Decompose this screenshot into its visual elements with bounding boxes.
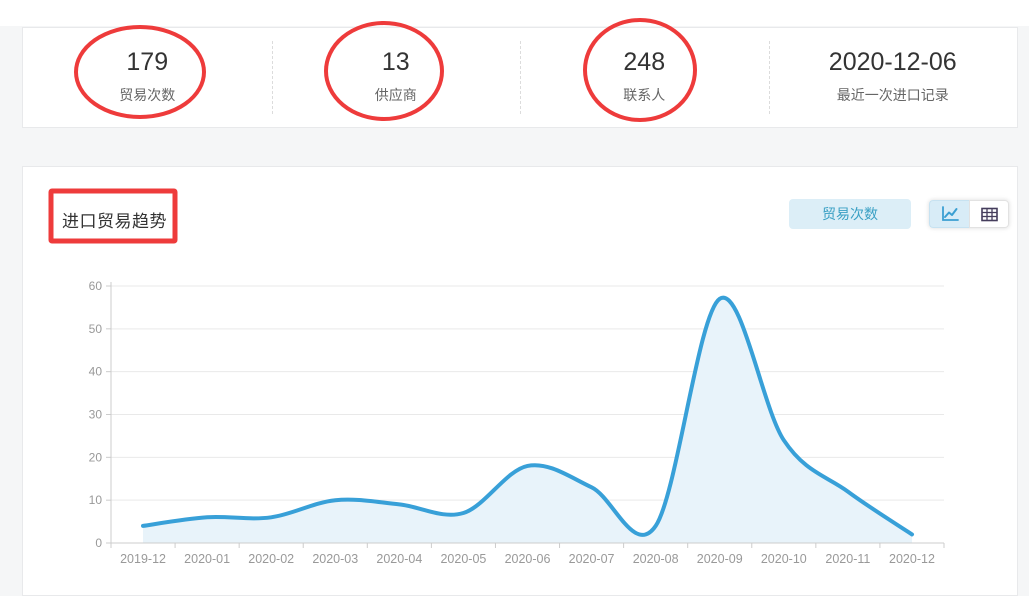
suppliers-label: 供应商 <box>374 87 417 103</box>
trade-count-series-button[interactable]: 贸易次数 <box>789 199 911 229</box>
svg-text:10: 10 <box>89 493 103 507</box>
summary-stats-card: 179 贸易次数 13 供应商 248 联系人 2020-12-06 最近一次进… <box>22 27 1018 128</box>
svg-text:50: 50 <box>89 322 103 336</box>
chart-view-toggle <box>929 200 1009 228</box>
last-import-date-label: 最近一次进口记录 <box>836 87 949 103</box>
line-view-toggle-button[interactable] <box>929 200 969 228</box>
table-icon <box>980 207 998 221</box>
svg-text:20: 20 <box>89 450 103 464</box>
svg-text:0: 0 <box>95 536 102 550</box>
stat-suppliers: 13 供应商 <box>271 28 521 127</box>
svg-text:2020-09: 2020-09 <box>697 552 743 566</box>
svg-text:2020-08: 2020-08 <box>633 552 679 566</box>
svg-text:2020-11: 2020-11 <box>825 552 870 566</box>
import-trend-line-chart: 0 10 20 30 40 50 60 2019-12 2020-01 2020-02 2020-0… <box>89 279 945 566</box>
svg-text:2020-03: 2020-03 <box>312 552 358 566</box>
svg-text:40: 40 <box>89 365 103 379</box>
svg-text:2020-02: 2020-02 <box>248 552 294 566</box>
svg-text:60: 60 <box>89 279 103 293</box>
svg-text:2020-12: 2020-12 <box>889 552 935 566</box>
last-import-date-value: 2020-12-06 <box>828 48 957 76</box>
svg-text:2020-07: 2020-07 <box>569 552 615 566</box>
stat-last-import-record: 2020-12-06 最近一次进口记录 <box>768 28 1018 127</box>
svg-text:2019-12: 2019-12 <box>120 552 166 566</box>
stat-trade-count: 179 贸易次数 <box>23 28 272 127</box>
contacts-value: 248 <box>623 48 666 76</box>
table-view-toggle-button[interactable] <box>969 200 1009 228</box>
suppliers-value: 13 <box>381 48 410 76</box>
contacts-label: 联系人 <box>623 87 666 103</box>
svg-text:2020-04: 2020-04 <box>376 552 422 566</box>
svg-text:30: 30 <box>89 408 103 422</box>
svg-text:2020-01: 2020-01 <box>184 552 230 566</box>
svg-text:2020-05: 2020-05 <box>440 552 486 566</box>
stat-contacts: 248 联系人 <box>520 28 769 127</box>
trade-count-label: 贸易次数 <box>119 87 176 103</box>
svg-text:2020-10: 2020-10 <box>761 552 807 566</box>
import-trend-card: 进口贸易趋势 贸易次数 0 10 20 30 40 50 60 2019-12 2020-01 2… <box>22 166 1018 596</box>
line-chart-icon <box>941 206 959 221</box>
svg-text:2020-06: 2020-06 <box>505 552 551 566</box>
trade-count-value: 179 <box>126 48 169 76</box>
